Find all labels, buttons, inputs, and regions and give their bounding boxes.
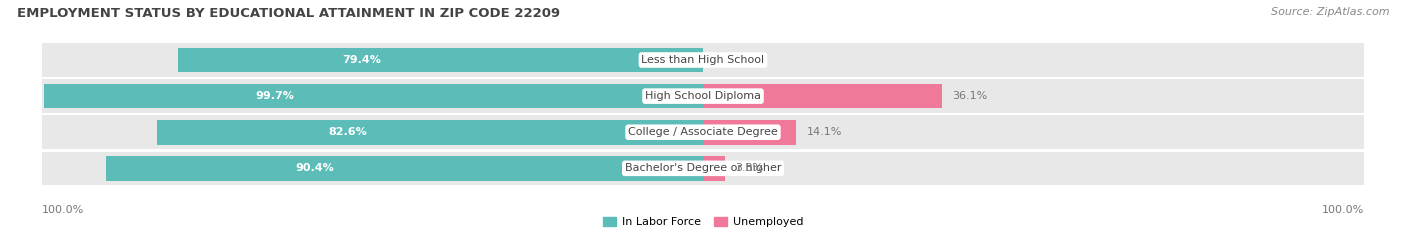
Text: 36.1%: 36.1% xyxy=(952,91,987,101)
Bar xyxy=(42,115,1364,149)
Text: 82.6%: 82.6% xyxy=(329,127,367,137)
Bar xyxy=(44,84,703,108)
Bar xyxy=(703,156,725,181)
Legend: In Labor Force, Unemployed: In Labor Force, Unemployed xyxy=(603,217,803,227)
Bar xyxy=(42,79,1364,113)
Text: Bachelor's Degree or higher: Bachelor's Degree or higher xyxy=(624,163,782,173)
Text: 79.4%: 79.4% xyxy=(343,55,381,65)
Text: 100.0%: 100.0% xyxy=(42,205,84,215)
Text: High School Diploma: High School Diploma xyxy=(645,91,761,101)
Text: Source: ZipAtlas.com: Source: ZipAtlas.com xyxy=(1271,7,1389,17)
Text: 99.7%: 99.7% xyxy=(256,91,294,101)
Bar xyxy=(105,156,703,181)
Bar xyxy=(42,43,1364,77)
Text: Less than High School: Less than High School xyxy=(641,55,765,65)
Bar xyxy=(179,48,703,72)
Text: EMPLOYMENT STATUS BY EDUCATIONAL ATTAINMENT IN ZIP CODE 22209: EMPLOYMENT STATUS BY EDUCATIONAL ATTAINM… xyxy=(17,7,560,20)
Bar xyxy=(42,151,1364,185)
Text: 3.3%: 3.3% xyxy=(735,163,763,173)
Text: 14.1%: 14.1% xyxy=(807,127,842,137)
Bar xyxy=(157,120,703,144)
Bar xyxy=(703,120,796,144)
Bar xyxy=(703,84,942,108)
Text: College / Associate Degree: College / Associate Degree xyxy=(628,127,778,137)
Text: 100.0%: 100.0% xyxy=(1322,205,1364,215)
Text: 90.4%: 90.4% xyxy=(295,163,335,173)
